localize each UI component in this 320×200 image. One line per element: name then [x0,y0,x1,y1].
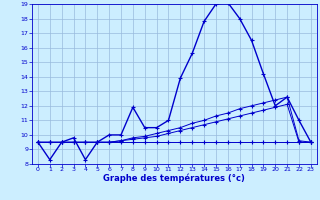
X-axis label: Graphe des températures (°c): Graphe des températures (°c) [103,174,245,183]
